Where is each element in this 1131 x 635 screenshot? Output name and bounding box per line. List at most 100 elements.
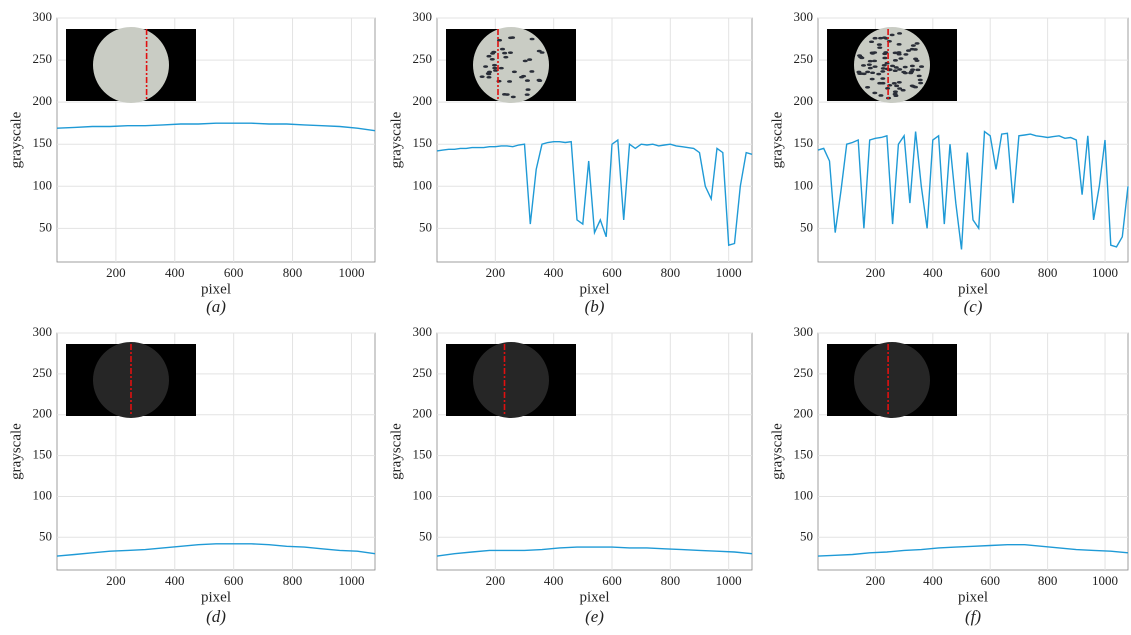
inset-particle (522, 59, 528, 63)
x-tick-label: 800 (1038, 265, 1058, 280)
inset-particle (487, 70, 493, 74)
y-axis-label: grayscale (769, 111, 785, 168)
inset-field (93, 27, 169, 103)
x-tick-label: 600 (980, 265, 1000, 280)
inset-particle (486, 54, 492, 58)
inset-particle (479, 75, 485, 78)
inset-particle (504, 93, 510, 96)
inset-particle (876, 72, 882, 76)
inset-image (446, 27, 576, 103)
y-tick-label: 200 (794, 93, 814, 108)
inset-particle (507, 51, 513, 54)
inset-particle (889, 33, 895, 37)
inset-particle (856, 70, 862, 74)
y-tick-label: 300 (33, 324, 53, 339)
inset-particle (892, 90, 898, 94)
y-tick-label: 200 (413, 93, 433, 108)
y-tick-label: 50 (39, 219, 52, 234)
inset-particle (502, 51, 508, 55)
inset-particle (507, 80, 513, 83)
data-line (56, 543, 376, 557)
y-tick-label: 250 (33, 365, 53, 380)
x-tick-label: 400 (544, 265, 564, 280)
caption: (d) (206, 607, 226, 626)
x-tick-label: 1000 (338, 265, 364, 280)
inset-particle (878, 94, 884, 97)
x-axis-label: pixel (580, 589, 610, 605)
inset-particle (892, 69, 898, 73)
inset-image (446, 342, 576, 418)
inset-particle (492, 66, 498, 70)
y-tick-label: 100 (413, 177, 433, 192)
data-line (436, 546, 753, 557)
x-tick-label: 200 (106, 265, 126, 280)
y-tick-label: 50 (800, 219, 813, 234)
inset-particle (892, 59, 898, 62)
x-tick-label: 200 (106, 573, 126, 588)
inset-particle (872, 36, 878, 40)
x-tick-label: 400 (923, 573, 943, 588)
x-tick-label: 800 (283, 573, 303, 588)
inset-particle (882, 56, 888, 60)
inset-particle (492, 63, 498, 67)
y-tick-label: 150 (413, 135, 433, 150)
y-tick-label: 50 (800, 528, 813, 543)
inset-particle (508, 36, 514, 40)
inset-particle (867, 59, 873, 63)
inset-particle (918, 81, 924, 85)
inset-particle (877, 81, 883, 85)
y-tick-label: 250 (413, 51, 433, 66)
data-line (817, 130, 1129, 250)
inset-particle (869, 40, 875, 44)
inset-particle (906, 49, 912, 52)
x-axis-label: pixel (201, 281, 231, 297)
inset-particle (890, 64, 896, 68)
x-tick-label: 400 (165, 573, 185, 588)
y-tick-label: 200 (33, 406, 53, 421)
y-tick-label: 300 (413, 9, 433, 24)
inset-particle (892, 51, 898, 55)
inset-field (473, 342, 549, 418)
inset-particle (525, 88, 531, 91)
x-tick-label: 200 (866, 265, 886, 280)
inset-particle (865, 85, 871, 89)
x-tick-label: 1000 (716, 265, 742, 280)
inset-particle (493, 69, 499, 72)
inset-particle (897, 87, 903, 90)
x-tick-label: 400 (923, 265, 943, 280)
x-tick-label: 1000 (716, 573, 742, 588)
y-tick-label: 150 (794, 447, 814, 462)
y-tick-label: 300 (413, 324, 433, 339)
inset-particle (896, 80, 902, 84)
inset-particle (897, 32, 903, 35)
inset-particle (880, 70, 886, 73)
inset-particle (510, 95, 516, 99)
y-tick-label: 150 (33, 447, 53, 462)
inset-particle (880, 67, 886, 70)
inset-particle (872, 59, 878, 63)
inset-particle (503, 55, 509, 59)
data-line (56, 122, 376, 132)
x-tick-label: 1000 (338, 573, 364, 588)
x-tick-label: 600 (224, 265, 244, 280)
inset-particle (870, 71, 876, 75)
inset-particle (896, 43, 902, 46)
inset-image (66, 342, 196, 418)
x-tick-label: 800 (661, 573, 681, 588)
inset-particle (483, 65, 489, 68)
inset-particle (915, 68, 921, 72)
inset-particle (869, 77, 875, 81)
inset-field (854, 342, 930, 418)
inset-particle (491, 50, 497, 54)
inset-particle (913, 57, 919, 61)
inset-particle (909, 84, 915, 88)
caption: (f) (965, 607, 981, 626)
y-tick-label: 300 (794, 324, 814, 339)
inset-particle (910, 44, 916, 47)
x-tick-label: 800 (661, 265, 681, 280)
inset-particle (902, 65, 908, 69)
inset-particle (865, 70, 871, 74)
inset-particle (872, 91, 878, 95)
inset-particle (903, 53, 909, 56)
inset-particle (527, 58, 533, 61)
